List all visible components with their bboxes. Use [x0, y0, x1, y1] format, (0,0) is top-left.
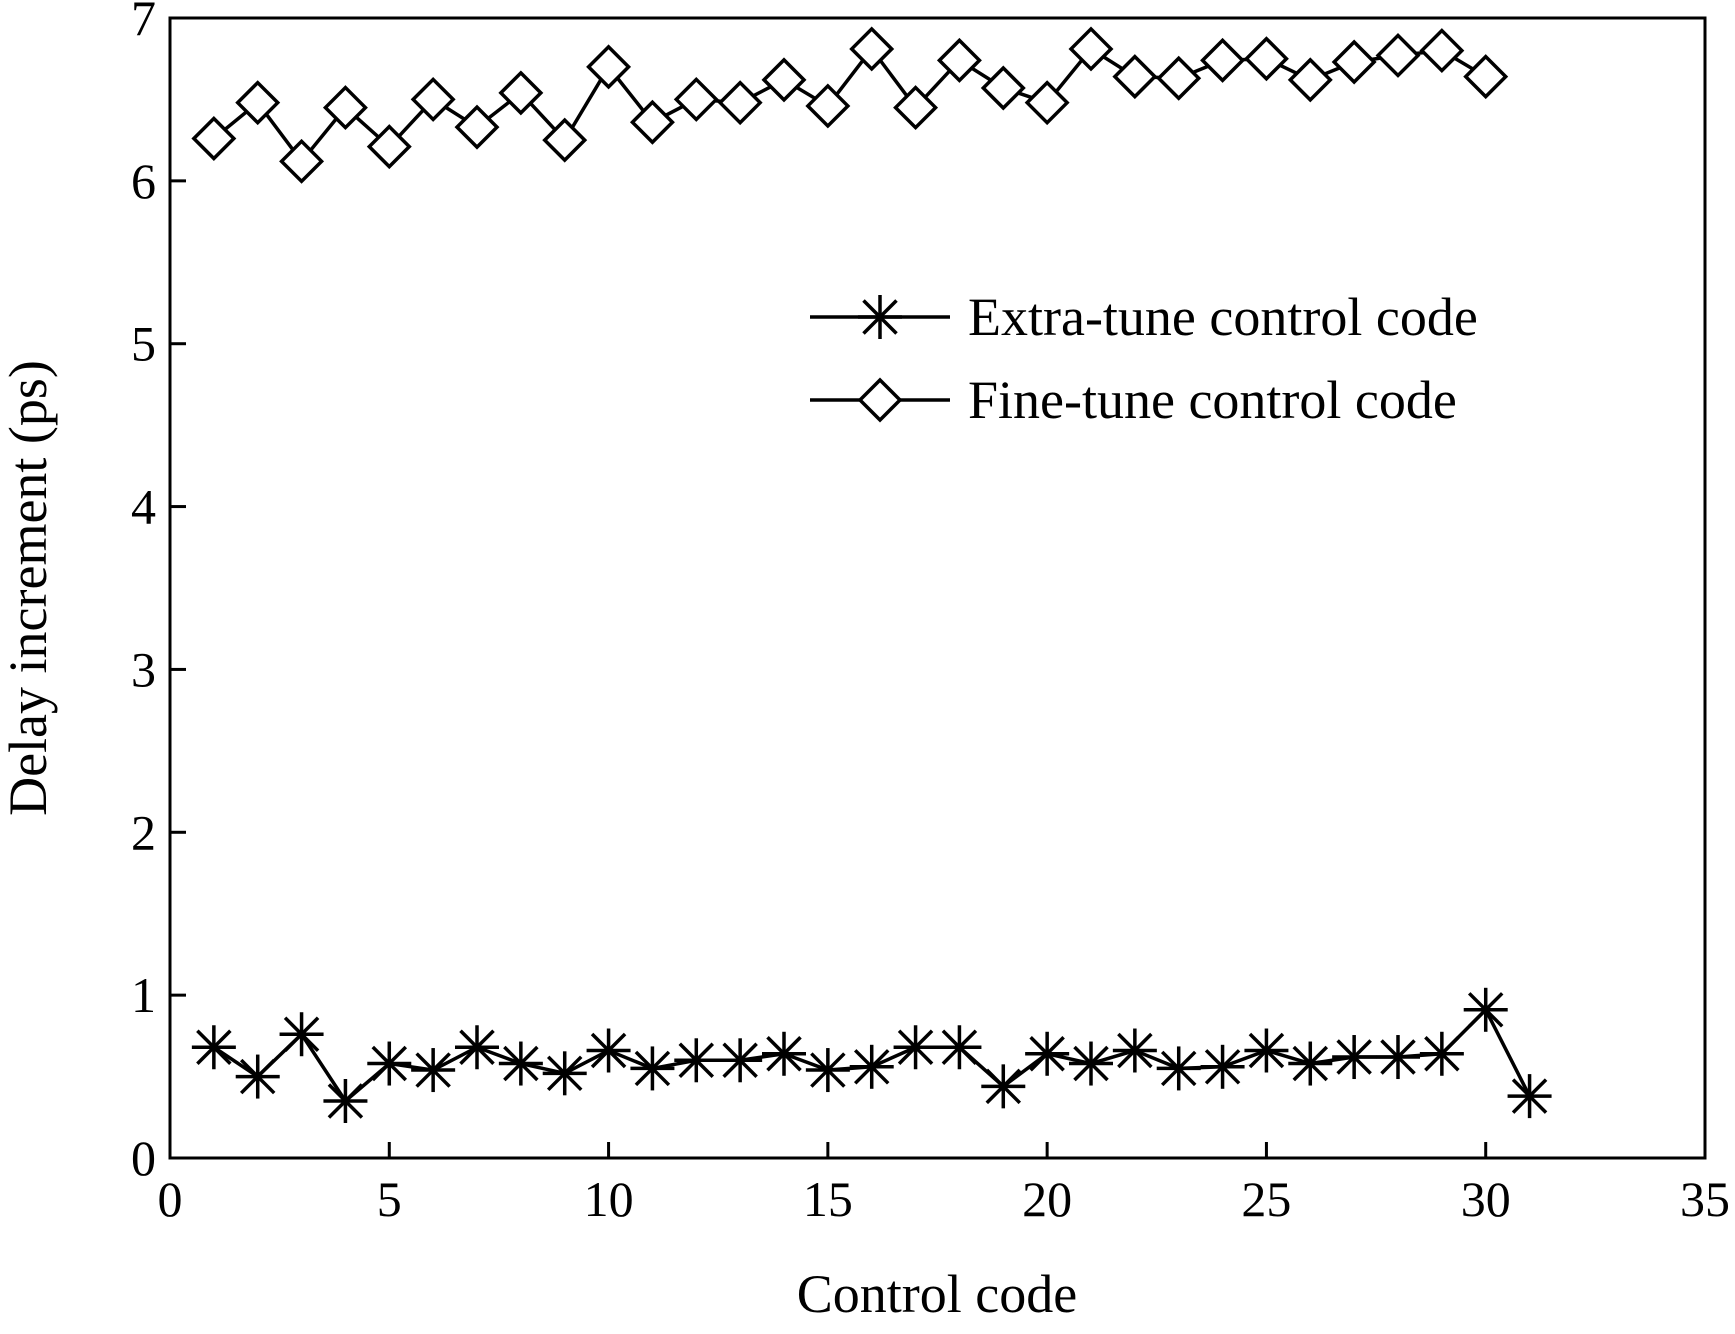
data-point [542, 117, 588, 163]
y-tick-label: 6 [131, 153, 156, 209]
data-point [980, 65, 1026, 111]
data-point [1200, 1044, 1245, 1089]
data-point [805, 1048, 850, 1093]
data-point [849, 1044, 894, 1089]
data-point [1375, 32, 1421, 78]
data-point [805, 83, 851, 129]
data-point [1507, 1074, 1552, 1119]
x-axis-title: Control code [797, 1264, 1077, 1324]
x-tick-label: 35 [1680, 1171, 1730, 1227]
data-point [586, 1028, 631, 1073]
x-tick-label: 10 [584, 1171, 634, 1227]
data-point [235, 1054, 280, 1099]
data-point [1463, 987, 1508, 1032]
data-point [1200, 37, 1246, 83]
data-point [674, 1038, 719, 1083]
data-point [1068, 26, 1114, 72]
data-point [498, 1041, 543, 1086]
y-tick-label: 3 [131, 641, 156, 697]
data-point [367, 1041, 412, 1086]
legend-label: Extra-tune control code [968, 287, 1478, 347]
data-point [1112, 1028, 1157, 1073]
x-tick-label: 5 [377, 1171, 402, 1227]
data-point [1331, 39, 1377, 85]
data-point [1025, 1031, 1070, 1076]
data-point [1288, 1041, 1333, 1086]
y-tick-label: 4 [131, 479, 156, 535]
data-point [323, 1079, 368, 1123]
axis-ticks: 0 5 10 15 20 25 30 35 0 1 2 3 4 5 6 7 [131, 0, 1730, 1227]
data-point [454, 104, 500, 150]
data-point [937, 1025, 982, 1070]
data-point [191, 116, 237, 161]
data-point [1069, 1041, 1113, 1086]
data-point [936, 37, 982, 83]
series-1 [191, 987, 1552, 1123]
x-tick-label: 25 [1241, 1171, 1291, 1227]
data-point [849, 26, 895, 72]
data-point [893, 1025, 938, 1070]
legend-marker [858, 295, 902, 339]
data-point [1243, 36, 1289, 82]
data-point [673, 76, 719, 122]
data-point [630, 1046, 675, 1091]
data-point [586, 44, 632, 90]
data-point [761, 57, 807, 103]
legend-entry: Fine-tune control code [810, 370, 1457, 430]
data-point [893, 85, 939, 131]
data-point [1112, 54, 1158, 100]
data-point [235, 80, 281, 126]
data-point [1376, 1035, 1420, 1080]
x-tick-label: 30 [1461, 1171, 1511, 1227]
legend-marker [857, 377, 903, 423]
data-point [1156, 1046, 1201, 1091]
legend: Extra-tune control code Fine-tune control… [810, 287, 1478, 430]
data-point [411, 1048, 456, 1093]
y-tick-label: 0 [131, 1130, 156, 1186]
data-point [1244, 1028, 1289, 1073]
data-point [455, 1025, 499, 1070]
data-point [191, 1025, 236, 1070]
y-tick-label: 7 [131, 0, 156, 46]
y-tick-label: 5 [131, 316, 156, 372]
data-point [762, 1031, 806, 1076]
data-point [718, 1038, 763, 1083]
x-tick-label: 20 [1022, 1171, 1072, 1227]
data-point [410, 76, 456, 122]
data-point [279, 1012, 324, 1057]
y-axis-title: Delay increment (ps) [0, 360, 58, 816]
x-tick-label: 0 [158, 1171, 183, 1227]
data-point [717, 80, 763, 126]
data-point [1287, 57, 1333, 103]
data-point [322, 85, 368, 131]
data-point [1332, 1035, 1377, 1080]
data-point [629, 99, 675, 145]
legend-entry: Extra-tune control code [810, 287, 1478, 347]
data-point [498, 70, 544, 116]
data-point [1024, 80, 1070, 126]
series-layer [191, 26, 1552, 1123]
plot-frame [168, 16, 1707, 1160]
legend-label: Fine-tune control code [968, 370, 1457, 430]
y-tick-label: 2 [131, 804, 156, 860]
x-tick-label: 15 [803, 1171, 853, 1227]
y-tick-label: 1 [131, 967, 156, 1023]
data-point [542, 1051, 587, 1096]
data-point [1156, 55, 1202, 101]
data-point [1419, 1031, 1464, 1076]
data-point [279, 138, 325, 184]
data-point [1419, 28, 1465, 74]
data-point [1463, 54, 1509, 100]
data-point [366, 124, 412, 170]
series-2 [191, 26, 1509, 184]
data-point [981, 1064, 1026, 1109]
